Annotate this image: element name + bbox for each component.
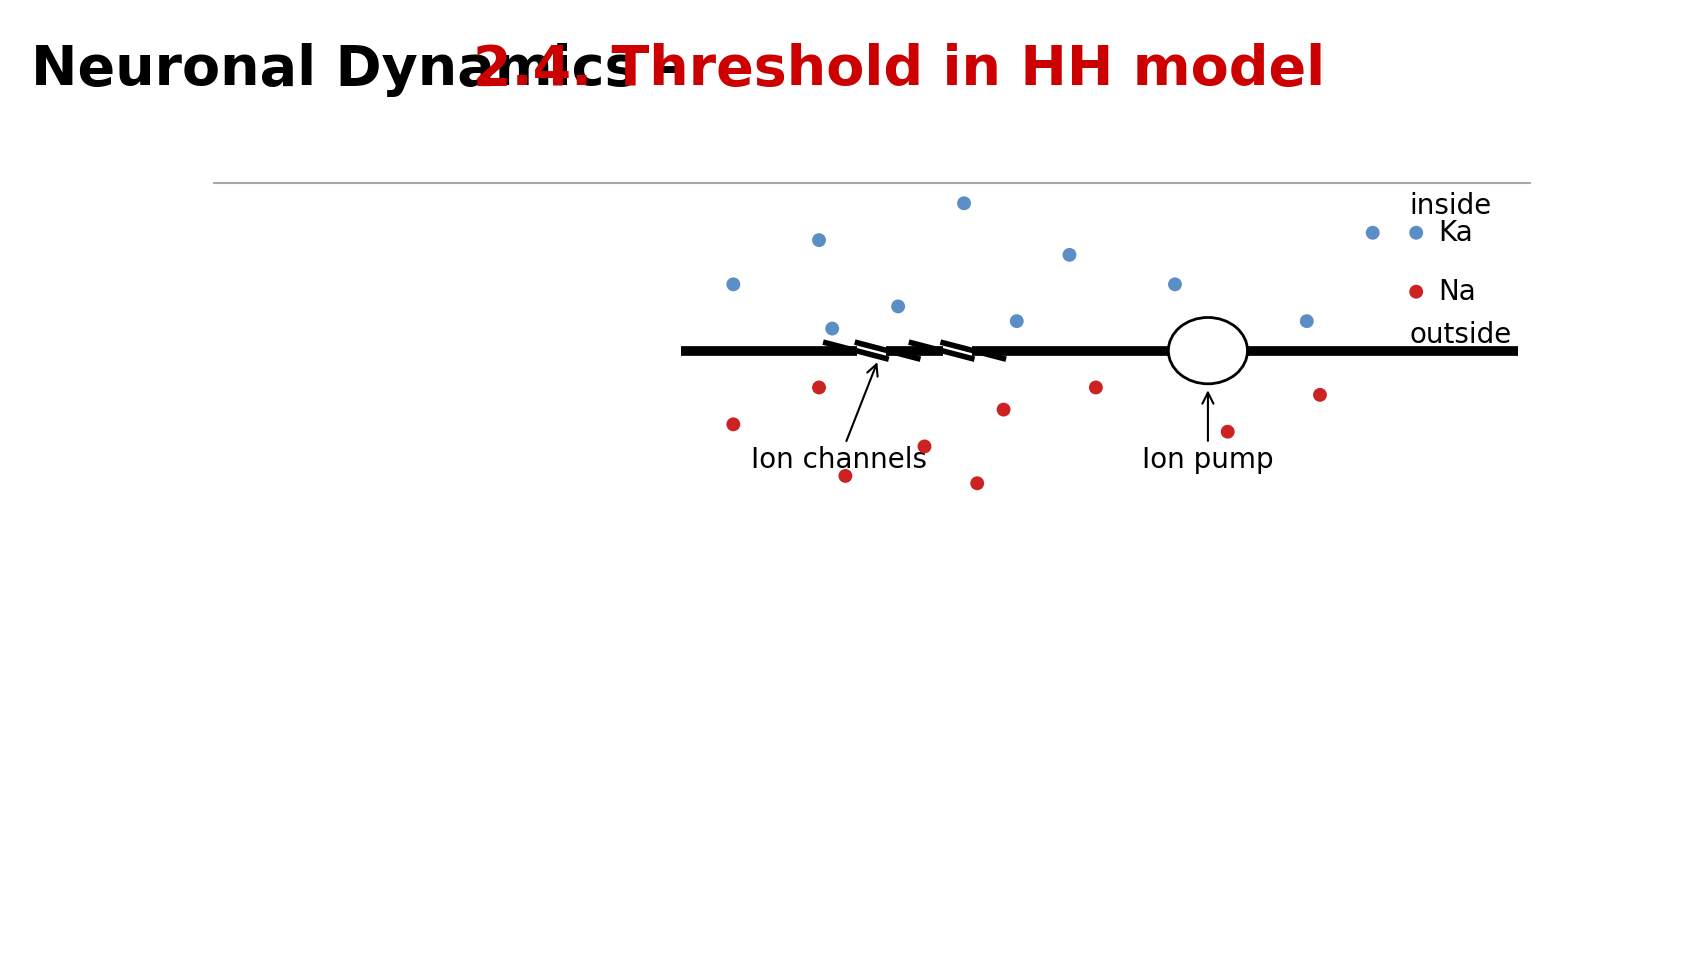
Point: [1403, 284, 1431, 300]
Point: [720, 277, 747, 292]
Point: [832, 468, 859, 483]
Point: [806, 233, 833, 248]
Point: [963, 476, 990, 491]
Point: [885, 299, 912, 314]
Text: Na: Na: [1439, 278, 1476, 305]
Point: [912, 438, 939, 454]
Point: [1004, 314, 1031, 329]
Point: [1359, 225, 1386, 240]
Point: [1215, 424, 1242, 439]
Text: outside: outside: [1410, 322, 1512, 349]
Point: [818, 321, 845, 336]
Text: Ka: Ka: [1439, 219, 1473, 247]
Point: [1056, 247, 1084, 262]
Point: [720, 416, 747, 432]
Point: [1162, 277, 1189, 292]
Point: [1293, 314, 1320, 329]
Text: Ion channels: Ion channels: [750, 365, 927, 475]
Text: Ion pump: Ion pump: [1141, 392, 1274, 475]
Point: [806, 380, 833, 395]
Text: Neuronal Dynamics –: Neuronal Dynamics –: [31, 43, 704, 97]
Point: [951, 195, 978, 211]
Point: [1306, 388, 1334, 403]
Point: [1403, 225, 1431, 240]
Text: 2.4. Threshold in HH model: 2.4. Threshold in HH model: [473, 43, 1325, 97]
Point: [990, 402, 1017, 417]
Point: [1082, 380, 1109, 395]
Text: inside: inside: [1410, 192, 1492, 220]
